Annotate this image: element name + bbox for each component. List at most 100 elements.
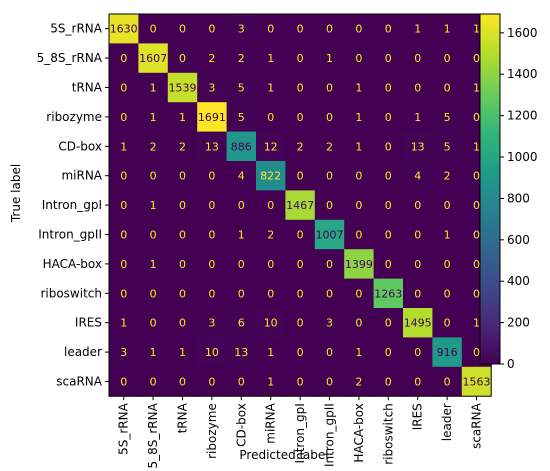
cell-value-label: 1007 bbox=[316, 229, 344, 242]
heatmap-cell bbox=[167, 161, 198, 191]
cell-value-label: 6 bbox=[238, 317, 245, 330]
heatmap-cell bbox=[138, 43, 169, 74]
cell-value-label: 0 bbox=[120, 199, 127, 212]
cell-value-label: 0 bbox=[179, 52, 186, 65]
cell-value-label: 0 bbox=[297, 258, 304, 271]
heatmap-cell bbox=[314, 190, 345, 221]
heatmap-cell bbox=[138, 131, 169, 162]
cell-value-label: 1 bbox=[150, 111, 157, 124]
heatmap-cell bbox=[432, 337, 463, 368]
heatmap-cell bbox=[314, 72, 345, 103]
heatmap-cell bbox=[344, 14, 374, 44]
cell-value-label: 1 bbox=[473, 317, 480, 330]
cell-value-label: 0 bbox=[297, 229, 304, 242]
cell-value-label: 0 bbox=[385, 52, 392, 65]
heatmap-cell bbox=[167, 308, 198, 338]
heatmap-cell bbox=[256, 219, 286, 250]
heatmap-cell bbox=[256, 131, 286, 162]
cell-value-label: 0 bbox=[267, 258, 274, 271]
heatmap-cell bbox=[167, 219, 198, 250]
heatmap-cell bbox=[226, 14, 257, 44]
cell-value-label: 1 bbox=[473, 140, 480, 153]
heatmap-cell bbox=[138, 366, 169, 397]
heatmap-cell bbox=[138, 249, 169, 279]
cell-value-label: 1 bbox=[150, 199, 157, 212]
cell-value-label: 886 bbox=[231, 140, 252, 153]
cell-value-label: 0 bbox=[355, 317, 362, 330]
heatmap-cell bbox=[256, 366, 286, 397]
cell-value-label: 13 bbox=[234, 346, 248, 359]
heatmap-cell bbox=[256, 190, 286, 221]
y-tick-label: tRNA bbox=[72, 81, 103, 95]
y-tick-label: CD-box bbox=[58, 139, 102, 153]
cell-value-label: 5 bbox=[444, 140, 451, 153]
cell-value-label: 2 bbox=[444, 170, 451, 183]
cell-value-label: 1 bbox=[267, 346, 274, 359]
cell-value-label: 0 bbox=[208, 287, 215, 300]
heatmap-cell bbox=[314, 249, 345, 279]
cell-value-label: 0 bbox=[385, 376, 392, 389]
cell-value-label: 1 bbox=[355, 111, 362, 124]
heatmap-cell bbox=[226, 308, 257, 338]
cell-value-label: 1 bbox=[355, 82, 362, 95]
cell-value-label: 0 bbox=[297, 111, 304, 124]
cell-value-label: 0 bbox=[120, 376, 127, 389]
heatmap-cell bbox=[373, 131, 404, 162]
cell-value-label: 0 bbox=[208, 170, 215, 183]
cell-value-label: 12 bbox=[264, 140, 278, 153]
heatmap-cell bbox=[314, 366, 345, 397]
heatmap-cell bbox=[256, 72, 286, 103]
cell-value-label: 0 bbox=[385, 170, 392, 183]
cell-value-label: 0 bbox=[150, 229, 157, 242]
colorbar-ticks: 0 200 400 600 800 1000 1200 1400 1600 bbox=[500, 26, 538, 371]
cell-value-label: 0 bbox=[414, 376, 421, 389]
heatmap-cell bbox=[226, 72, 257, 103]
heatmap-cell bbox=[197, 190, 227, 221]
heatmap-cell bbox=[138, 190, 169, 221]
heatmap-cell bbox=[285, 102, 316, 132]
cell-value-label: 1467 bbox=[286, 199, 314, 212]
cell-value-label: 0 bbox=[326, 170, 333, 183]
cell-value-label: 0 bbox=[414, 287, 421, 300]
cell-value-label: 0 bbox=[326, 376, 333, 389]
heatmap-cell bbox=[197, 72, 227, 103]
cell-value-label: 3 bbox=[120, 346, 127, 359]
x-tick-label: 5S_rRNA bbox=[117, 402, 131, 455]
colorbar-tick-label: 1400 bbox=[507, 67, 538, 81]
heatmap-cell bbox=[226, 366, 257, 397]
heatmap-cell bbox=[403, 219, 433, 250]
heatmap-cell bbox=[403, 366, 433, 397]
cell-value-label: 2 bbox=[150, 140, 157, 153]
heatmap-cell bbox=[432, 14, 463, 44]
heatmap-cell bbox=[344, 161, 374, 191]
cell-value-label: 0 bbox=[444, 317, 451, 330]
x-axis: 5S_rRNA 5_8S_rRNA tRNA ribozyme CD-box miRNA I… bbox=[117, 396, 484, 469]
cell-value-label: 1 bbox=[150, 82, 157, 95]
cell-value-label: 1 bbox=[267, 376, 274, 389]
heatmap-cell bbox=[226, 278, 257, 309]
cell-value-label: 4 bbox=[414, 170, 421, 183]
heatmap-cell bbox=[109, 190, 139, 221]
cell-value-label: 2 bbox=[267, 229, 274, 242]
cell-value-label: 1 bbox=[238, 229, 245, 242]
heatmap-cell bbox=[285, 131, 316, 162]
cell-value-label: 1 bbox=[120, 140, 127, 153]
cell-value-label: 0 bbox=[414, 82, 421, 95]
x-tick-label: tRNA bbox=[176, 402, 190, 433]
heatmap-cell bbox=[138, 219, 169, 250]
heatmap-cell bbox=[285, 308, 316, 338]
cell-value-label: 0 bbox=[444, 82, 451, 95]
y-tick-label: Intron_gpI bbox=[42, 198, 102, 212]
heatmap-cell bbox=[197, 249, 227, 279]
heatmap-cell bbox=[314, 14, 345, 44]
cell-value-label: 0 bbox=[120, 229, 127, 242]
heatmap-cell bbox=[167, 102, 198, 132]
heatmap-cell bbox=[256, 43, 286, 74]
cell-value-label: 0 bbox=[267, 111, 274, 124]
cell-value-label: 1 bbox=[150, 346, 157, 359]
colorbar-tick-label: 200 bbox=[507, 316, 530, 330]
heatmap-cell bbox=[285, 72, 316, 103]
heatmap-cell bbox=[373, 249, 404, 279]
heatmap-cell bbox=[373, 278, 404, 309]
heatmap-cell bbox=[167, 43, 198, 74]
